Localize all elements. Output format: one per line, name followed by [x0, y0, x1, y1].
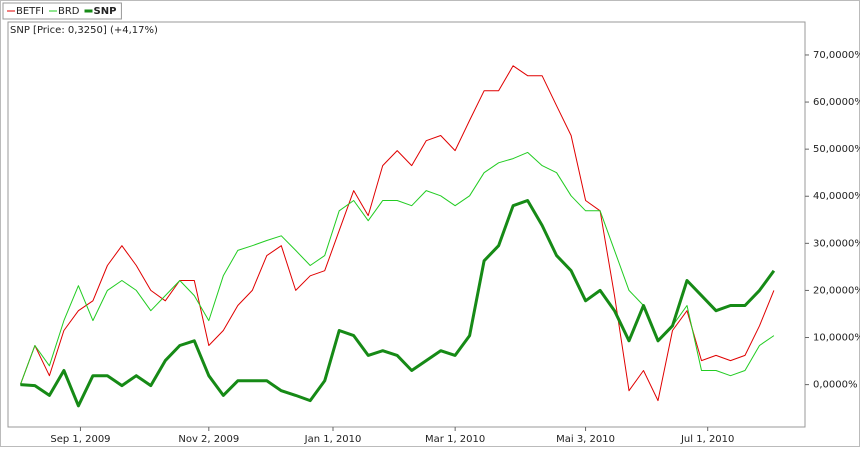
legend-label: SNP	[94, 6, 117, 17]
line-series	[20, 199, 776, 408]
x-tick-label: Jan 1, 2010	[304, 434, 362, 445]
y-tick-label: 0,0000%	[813, 380, 858, 391]
y-tick-label: 60,0000%	[813, 97, 860, 108]
plot-area	[7, 21, 806, 428]
y-tick-label: 50,0000%	[813, 144, 860, 155]
x-tick-label: Mar 1, 2010	[425, 434, 485, 445]
y-tick-label: 40,0000%	[813, 191, 860, 202]
y-tick-label: 20,0000%	[813, 285, 860, 296]
chart-subtitle: SNP [Price: 0,3250] (+4,17%)	[10, 25, 158, 36]
x-tick-label: Mai 3, 2010	[556, 434, 615, 445]
y-tick-label: 10,0000%	[813, 333, 860, 344]
y-tick-label: 70,0000%	[813, 50, 860, 61]
legend-label: BETFI	[16, 6, 44, 17]
x-tick-label: Sep 1, 2009	[50, 434, 110, 445]
legend-label: BRD	[58, 6, 80, 17]
y-tick-label: 30,0000%	[813, 238, 860, 249]
line-series	[19, 65, 775, 402]
legend-box	[2, 2, 122, 20]
x-tick-label: Nov 2, 2009	[178, 434, 239, 445]
x-tick-label: Jul 1, 2010	[680, 434, 734, 445]
